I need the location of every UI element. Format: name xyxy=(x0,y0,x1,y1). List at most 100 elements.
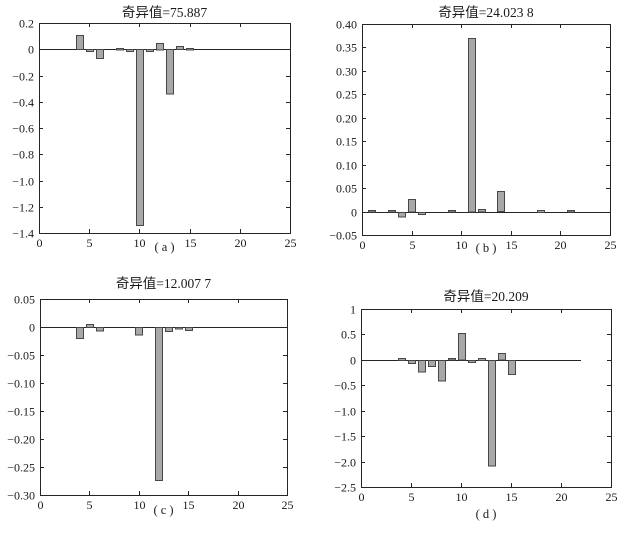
y-tick-label: 1 xyxy=(350,303,356,317)
caption-c: ( c ) xyxy=(153,503,174,517)
y-tick-label: 0 xyxy=(28,43,34,57)
x-tick-label: 20 xyxy=(235,236,247,250)
y-tick-label: 0.2 xyxy=(19,17,34,31)
plot-a: 0 5 10 15 20 25 0.2 0 −0.2 −0.4 −0.6 −0.8 −1.0 −1.2 −1… xyxy=(12,17,297,251)
bar xyxy=(86,324,94,328)
chart-title-b: 奇异值=24.023 8 xyxy=(438,5,534,20)
bar xyxy=(458,333,466,361)
plot-b: 0 5 10 15 20 25 0.40 0.35 0.30 0.25 0.20 0.15 0.10 0.… xyxy=(329,18,616,253)
bar xyxy=(418,212,426,215)
bar xyxy=(468,360,476,364)
y-tick-label: −0.25 xyxy=(7,461,35,475)
x-tick-label: 5 xyxy=(410,238,416,252)
x-tick-label: 10 xyxy=(134,236,146,250)
y-tick-label: −0.30 xyxy=(7,489,35,503)
x-tick-label: 25 xyxy=(282,498,294,512)
caption-d: ( d ) xyxy=(475,507,497,521)
subplot-b: 奇异值=24.023 8 0 5 10 15 20 25 0.40 0.35 0.30 0.25 0… xyxy=(313,0,627,267)
subplot-c: 奇异值=12.007 7 0 5 10 15 20 25 0.05 0 −0.05 −0.10 −0… xyxy=(0,267,313,535)
bar xyxy=(176,46,184,50)
x-tick-label: 5 xyxy=(87,498,93,512)
bar xyxy=(567,210,575,213)
bar xyxy=(478,209,486,213)
bar xyxy=(135,327,143,336)
y-tick-label: 0.25 xyxy=(336,88,357,102)
bar xyxy=(156,43,164,51)
bar xyxy=(398,212,406,218)
y-tick-label: 0.10 xyxy=(336,159,357,173)
bar xyxy=(478,358,486,362)
bar xyxy=(126,49,134,52)
y-tick-label: −0.2 xyxy=(12,70,34,84)
bar xyxy=(368,210,376,213)
y-tick-label: 0 xyxy=(350,354,356,368)
bar xyxy=(508,360,516,376)
bar xyxy=(448,358,456,361)
caption-a: ( a ) xyxy=(154,240,175,254)
y-tick-label: −0.05 xyxy=(329,229,357,243)
caption-b: ( b ) xyxy=(475,241,497,255)
y-tick-label: −0.20 xyxy=(7,433,35,447)
chart-title-c: 奇异值=12.007 7 xyxy=(115,276,212,291)
y-tick-label: 0.40 xyxy=(336,18,357,32)
y-tick-label: −0.6 xyxy=(12,122,34,136)
y-tick-label: −2.5 xyxy=(334,481,356,495)
axes-frame xyxy=(361,309,612,488)
bar xyxy=(408,199,416,213)
bar xyxy=(76,35,84,50)
y-tick-label: 0.15 xyxy=(336,135,357,149)
bar xyxy=(428,360,436,368)
x-tick-label: 20 xyxy=(233,498,245,512)
x-tick-label: 10 xyxy=(134,498,146,512)
subplot-a: 奇异值=75.887 0 5 10 15 20 25 0.2 0 −0.2 −0.4 −0.6 −0.… xyxy=(0,0,313,267)
x-tick-label: 15 xyxy=(185,236,197,250)
bar xyxy=(537,210,545,213)
x-tick-label: 0 xyxy=(37,236,43,250)
x-tick-label: 5 xyxy=(409,490,415,504)
y-tick-label: 0 xyxy=(351,206,357,220)
bar xyxy=(388,210,396,213)
bar xyxy=(498,353,506,361)
bar xyxy=(96,327,104,332)
bar xyxy=(398,358,406,362)
bar xyxy=(186,48,194,51)
y-tick-label: 0 xyxy=(29,321,35,335)
x-tick-label: 25 xyxy=(285,236,297,250)
bar xyxy=(418,360,426,373)
y-tick-label: −1.4 xyxy=(12,227,34,241)
x-tick-label: 10 xyxy=(456,490,468,504)
chart-title-a: 奇异值=75.887 xyxy=(121,5,208,20)
bar xyxy=(166,49,174,95)
y-tick-label: −1.0 xyxy=(334,405,356,419)
x-tick-label: 0 xyxy=(38,498,44,512)
chart-title-d: 奇异值=20.209 xyxy=(443,289,529,304)
bar xyxy=(185,327,193,331)
bar xyxy=(438,360,446,382)
x-tick-label: 10 xyxy=(456,238,468,252)
bar xyxy=(155,327,163,481)
y-tick-label: 0.05 xyxy=(336,182,357,196)
x-tick-label: 20 xyxy=(555,238,567,252)
y-tick-label: 0.30 xyxy=(336,65,357,79)
x-tick-label: 5 xyxy=(87,236,93,250)
bar xyxy=(448,210,456,213)
bar xyxy=(175,327,183,330)
x-tick-label: 15 xyxy=(506,238,518,252)
bar xyxy=(86,49,94,52)
bar xyxy=(468,38,476,213)
axes-frame xyxy=(362,24,611,236)
axes-frame xyxy=(40,299,288,496)
plot-c: 0 5 10 15 20 25 0.05 0 −0.05 −0.10 −0.15 −0.20 −0.25… xyxy=(7,293,294,513)
y-tick-label: −0.5 xyxy=(334,379,356,393)
y-tick-label: −0.4 xyxy=(12,96,34,110)
x-tick-label: 15 xyxy=(506,490,518,504)
y-tick-label: 0.5 xyxy=(341,328,356,342)
bar xyxy=(408,360,416,365)
y-tick-label: −1.2 xyxy=(12,201,34,215)
y-tick-label: −2.0 xyxy=(334,456,356,470)
x-tick-label: 0 xyxy=(359,490,365,504)
bar xyxy=(165,327,173,332)
bar xyxy=(136,49,144,226)
axes-frame xyxy=(39,23,291,234)
bar xyxy=(96,49,104,60)
